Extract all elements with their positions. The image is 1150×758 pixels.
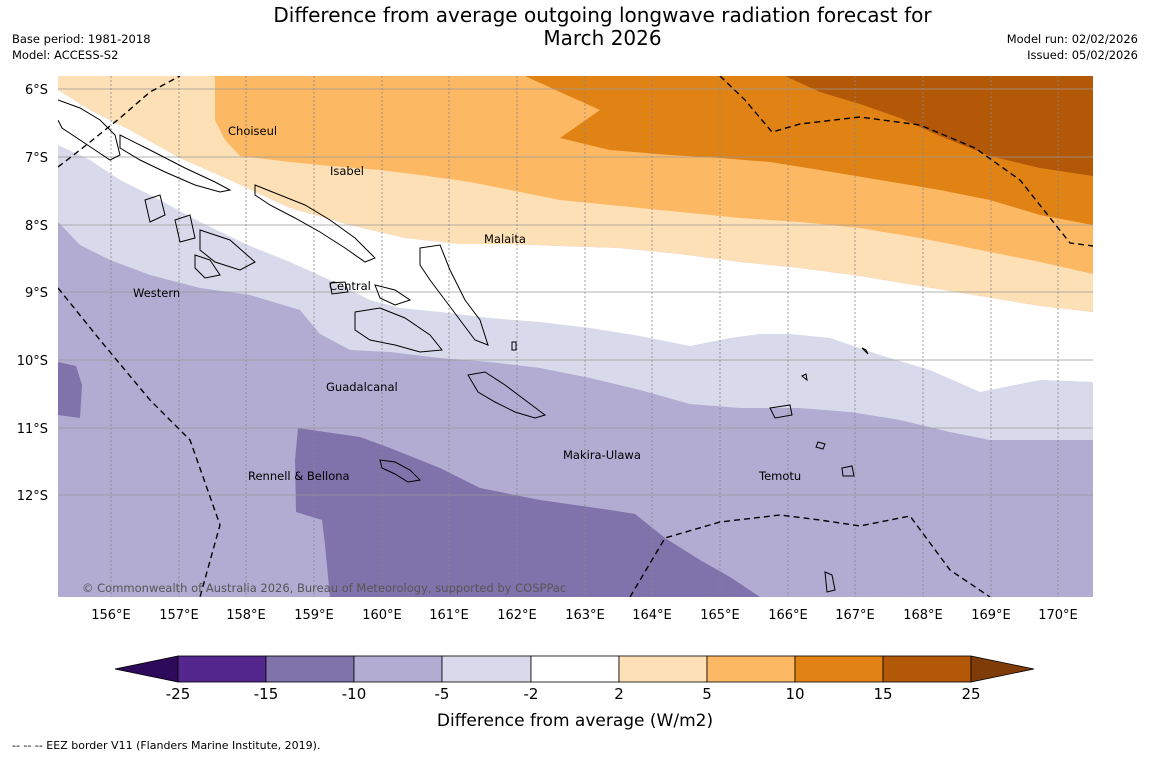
colorbar-tick-label: 10	[785, 685, 804, 703]
island-malaita	[419, 244, 489, 346]
region-label: Makira-Ulawa	[563, 448, 641, 462]
issued-date: Issued: 05/02/2026	[1027, 48, 1138, 62]
anomaly-band-15-25	[785, 76, 1093, 176]
base-period: Base period: 1981-2018	[12, 32, 151, 46]
region-label: Western	[133, 286, 180, 300]
colorbar-tick-label: 25	[961, 685, 980, 703]
island-isabel	[254, 184, 376, 263]
model-name: Model: ACCESS-S2	[12, 48, 119, 62]
colorbar-bin	[618, 655, 708, 683]
anomaly-band-neutral	[58, 90, 1093, 392]
copyright-notice: © Commonwealth of Australia 2026, Bureau…	[82, 581, 566, 595]
lon-tick-label: 158°E	[226, 608, 266, 623]
island-new-georgia	[144, 194, 256, 279]
longitude-axis: 156°E 157°E 158°E 159°E 160°E 161°E 162°…	[91, 608, 1078, 623]
lat-tick-label: 10°S	[17, 354, 48, 369]
colorbar-bin	[177, 655, 267, 683]
eez-borders	[58, 76, 1093, 597]
lat-tick-label: 9°S	[25, 286, 48, 301]
lon-tick-label: 162°E	[497, 608, 537, 623]
colorbar-bin	[441, 655, 532, 683]
meta-left: Base period: 1981-2018 Model: ACCESS-S2	[12, 31, 151, 63]
island-rennell	[379, 459, 422, 483]
colorbar-tick-label: -2	[524, 685, 539, 703]
anomaly-band-minus15-minus10	[295, 428, 760, 597]
region-label: Choiseul	[228, 124, 277, 138]
lat-gridlines	[58, 88, 1093, 496]
colorbar-extend-low	[114, 655, 179, 683]
region-label: Guadalcanal	[326, 380, 398, 394]
anomaly-band-minus15-minus10-west	[58, 362, 82, 418]
eez-border-note: -- -- -- EEZ border V11 (Flanders Marine…	[12, 739, 321, 752]
colorbar-extend-high	[970, 655, 1035, 683]
region-label: Temotu	[758, 469, 801, 483]
colorbar-title: Difference from average (W/m2)	[437, 711, 713, 731]
region-labels: Choiseul Isabel Malaita Western Central …	[133, 124, 801, 483]
lon-tick-label: 169°E	[971, 608, 1011, 623]
colorbar-bin	[706, 655, 796, 683]
region-label: Malaita	[484, 232, 526, 246]
region-label: Rennell & Bellona	[248, 469, 350, 483]
lat-tick-label: 12°S	[17, 489, 48, 504]
island-florida	[329, 281, 412, 306]
region-label: Central	[329, 279, 371, 293]
lat-tick-label: 8°S	[25, 219, 48, 234]
lon-tick-label: 164°E	[632, 608, 672, 623]
lon-tick-label: 156°E	[91, 608, 131, 623]
meta-right: Model run: 02/02/2026 Issued: 05/02/2026	[1007, 31, 1138, 63]
lon-tick-label: 168°E	[903, 608, 943, 623]
lon-tick-label: 163°E	[565, 608, 605, 623]
island-makira	[467, 371, 547, 419]
colorbar-bin	[882, 655, 972, 683]
colorbar-bin	[265, 655, 355, 683]
island-bougainville-coast	[58, 99, 121, 161]
colorbar-tick-label: -5	[435, 685, 450, 703]
lon-tick-label: 161°E	[429, 608, 469, 623]
lon-tick-label: 170°E	[1038, 608, 1078, 623]
coastlines	[58, 99, 869, 593]
colorbar-tick-label: -15	[254, 685, 279, 703]
title-line-2: March 2026	[543, 26, 662, 50]
map-panel: Choiseul Isabel Malaita Western Central …	[58, 76, 1093, 597]
lon-tick-label: 157°E	[159, 608, 199, 623]
colorbar-tick-label: 2	[614, 685, 624, 703]
chart-title: Difference from average outgoing longwav…	[250, 4, 955, 50]
lat-tick-label: 6°S	[25, 83, 48, 98]
island-guadalcanal	[354, 307, 443, 353]
island-choiseul	[119, 134, 232, 193]
lon-tick-label: 166°E	[768, 608, 808, 623]
model-run: Model run: 02/02/2026	[1006, 32, 1138, 46]
colorbar-ticks: -25 -15 -10 -5 -2 2 5 10 15 25	[166, 685, 981, 703]
colorbar-bin	[794, 655, 884, 683]
lon-tick-label: 159°E	[294, 608, 334, 623]
colorbar-tick-label: -10	[342, 685, 367, 703]
lon-tick-label: 165°E	[700, 608, 740, 623]
colorbar-bin	[353, 655, 443, 683]
island-small-cluster	[511, 341, 869, 382]
lat-tick-label: 11°S	[17, 422, 48, 437]
lat-tick-label: 7°S	[25, 151, 48, 166]
lon-tick-label: 160°E	[362, 608, 402, 623]
latitude-axis: 6°S 7°S 8°S 9°S 10°S 11°S 12°S	[17, 83, 48, 504]
title-line-1: Difference from average outgoing longwav…	[273, 3, 932, 27]
anomaly-band-minus5-minus2	[58, 140, 1093, 440]
colorbar-tick-label: 5	[702, 685, 712, 703]
region-label: Isabel	[330, 164, 364, 178]
lon-tick-label: 167°E	[835, 608, 875, 623]
colorbar-tick-label: -25	[166, 685, 191, 703]
colorbar-bin	[530, 655, 620, 683]
colorbar	[114, 655, 1035, 683]
island-temotu-santa-cruz	[769, 404, 855, 593]
gridlines	[110, 76, 1059, 597]
colorbar-tick-label: 15	[873, 685, 892, 703]
